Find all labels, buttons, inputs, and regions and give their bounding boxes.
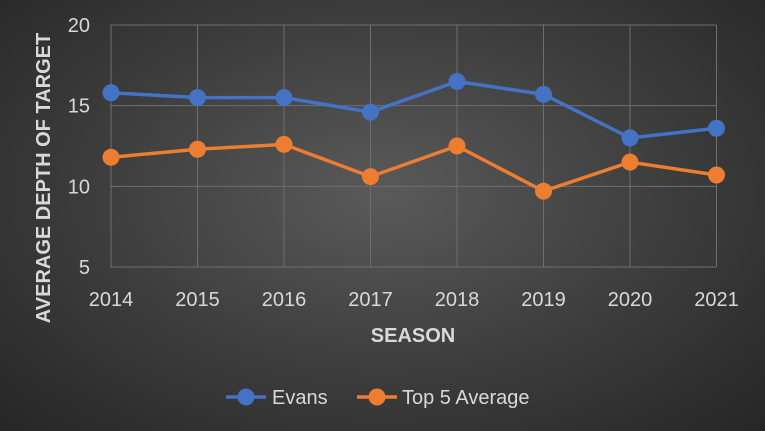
legend-marker (368, 388, 386, 406)
data-point (275, 89, 293, 107)
data-point (448, 72, 466, 90)
x-tick-label: 2020 (608, 289, 653, 311)
series-evans (102, 72, 725, 147)
series-top-5-average (102, 135, 725, 200)
series-line (110, 142, 717, 193)
y-axis-ticks: 5 10 15 20 (68, 15, 90, 279)
series-group (102, 72, 725, 200)
data-point (189, 140, 206, 158)
series-line (110, 79, 717, 140)
x-tick-label: 2014 (89, 289, 134, 311)
x-tick-label: 2016 (262, 289, 307, 311)
x-tick-label: 2021 (694, 289, 739, 311)
legend-label: Top 5 Average (402, 387, 530, 409)
x-axis-ticks: 2014 2015 2016 2017 2018 2019 2020 2021 (89, 289, 739, 311)
data-point (275, 135, 293, 153)
data-point (189, 89, 206, 107)
data-point (362, 103, 379, 121)
x-tick-label: 2015 (175, 289, 220, 311)
y-axis-title: AVERAGE DEPTH OF TARGET (33, 33, 55, 323)
legend-marker (237, 388, 255, 406)
data-point (621, 153, 639, 171)
data-point (448, 137, 466, 155)
legend-item: Evans (226, 387, 328, 409)
y-tick-label: 15 (68, 96, 90, 118)
y-tick-label: 10 (68, 176, 90, 198)
data-point (535, 182, 552, 200)
data-point (102, 148, 120, 166)
x-tick-label: 2017 (348, 289, 393, 311)
y-tick-label: 20 (68, 15, 90, 37)
legend: Evans Top 5 Average (226, 387, 530, 409)
data-point (535, 85, 552, 103)
data-point (621, 129, 639, 147)
data-point (362, 168, 379, 186)
x-axis-title: SEASON (371, 325, 455, 347)
legend-item: Top 5 Average (357, 387, 530, 409)
y-tick-label: 5 (79, 257, 90, 279)
data-point (708, 166, 725, 184)
data-point (102, 84, 120, 102)
legend-label: Evans (272, 387, 328, 409)
x-tick-label: 2019 (521, 289, 566, 311)
data-point (708, 119, 725, 137)
x-tick-label: 2018 (435, 289, 480, 311)
